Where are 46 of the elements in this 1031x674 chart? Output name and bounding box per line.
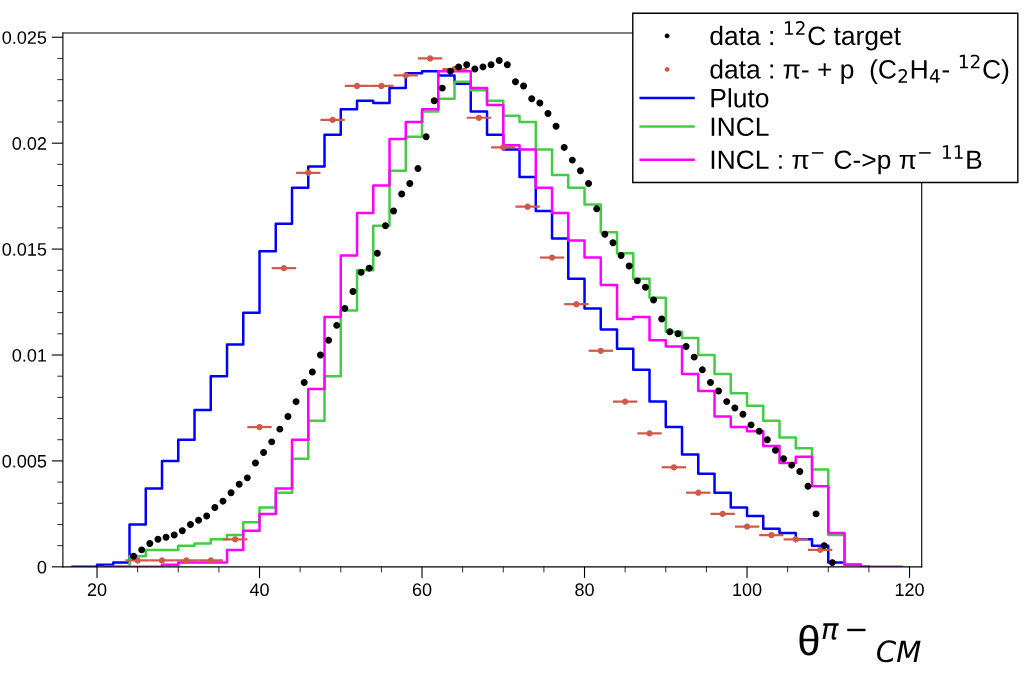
point bbox=[232, 536, 239, 543]
x-axis-title: θ$^{π−}$$_{CM}$ bbox=[799, 623, 921, 663]
point bbox=[743, 523, 751, 530]
x-tick-label: 60 bbox=[412, 583, 432, 597]
point bbox=[427, 55, 434, 62]
y-tick-label: 0.005 bbox=[2, 454, 47, 468]
y-tick-label: 0.025 bbox=[2, 31, 47, 44]
point bbox=[378, 82, 385, 90]
point bbox=[183, 557, 190, 564]
x-tick-label: 20 bbox=[87, 583, 107, 597]
legend-label: INCL : π$^{−}$ C->p π$^{− 11}$B bbox=[711, 145, 982, 175]
point bbox=[817, 546, 824, 554]
point bbox=[500, 144, 507, 151]
point bbox=[597, 347, 604, 354]
x-tick-label: 80 bbox=[575, 583, 594, 597]
legend-label: INCL bbox=[711, 117, 769, 137]
y-tick-label: 0.015 bbox=[2, 243, 47, 256]
point bbox=[329, 116, 336, 124]
point bbox=[158, 557, 166, 564]
point bbox=[548, 254, 556, 261]
point bbox=[402, 72, 409, 79]
point bbox=[475, 114, 483, 121]
point bbox=[573, 301, 580, 308]
legend-label: data : $^{12}$C target bbox=[710, 21, 901, 51]
x-tick-label: 100 bbox=[733, 583, 762, 597]
legend-label: Pluto bbox=[711, 88, 769, 108]
y-tick-label: 0.01 bbox=[12, 348, 47, 362]
y-tick-label: 0 bbox=[37, 560, 47, 574]
point bbox=[353, 82, 361, 90]
point bbox=[768, 531, 775, 539]
point bbox=[134, 557, 141, 564]
point bbox=[207, 557, 214, 564]
point bbox=[256, 423, 263, 431]
point bbox=[524, 203, 531, 210]
point bbox=[305, 169, 312, 176]
point bbox=[280, 265, 288, 272]
x-tick-label: 40 bbox=[249, 583, 269, 597]
point bbox=[792, 536, 799, 543]
point bbox=[646, 430, 653, 437]
x-tick-label: 120 bbox=[895, 583, 924, 597]
point bbox=[622, 398, 629, 405]
legend-label: data : π- + p (C$_{2}$H$_{4}$- $^{12}$C) bbox=[710, 54, 1009, 84]
point bbox=[670, 464, 678, 471]
y-tick-label: 0.02 bbox=[12, 137, 47, 150]
point bbox=[695, 489, 702, 496]
point bbox=[719, 510, 726, 518]
